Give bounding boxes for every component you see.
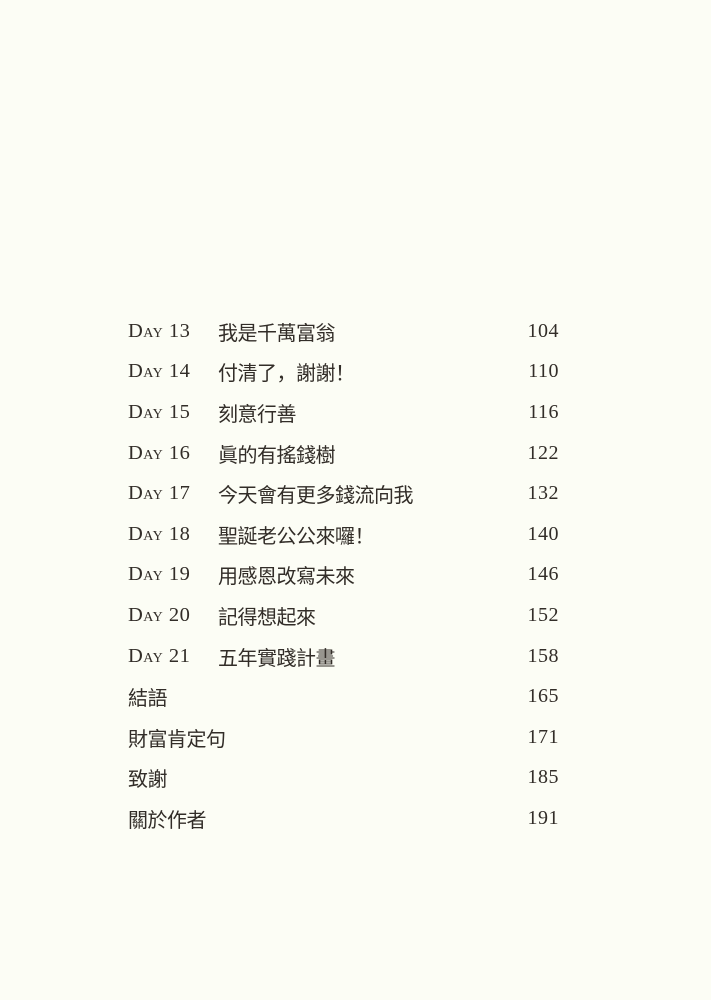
toc-chapter-title: 付清了，謝謝！: [218, 363, 355, 386]
toc-day-label: Day 13: [128, 319, 191, 342]
toc-chapter-title: 五年實踐計畫: [218, 647, 336, 670]
toc-page-number: 185: [527, 766, 559, 789]
toc-backmatter-title: 致謝: [128, 769, 168, 792]
toc-entry: Day 20 記得想起來 152: [128, 595, 559, 636]
toc-entry: 關於作者 191: [128, 798, 559, 839]
toc-chapter-title: 眞的有搖錢樹: [218, 444, 336, 467]
toc-entry: Day 18 聖誕老公公來囉！ 140: [128, 514, 559, 555]
toc-entry: Day 16 眞的有搖錢樹 122: [128, 433, 559, 474]
toc-page-number: 140: [527, 522, 559, 545]
toc-day-label: Day 18: [128, 522, 191, 545]
toc-page-number: 171: [527, 725, 559, 748]
toc-entry: Day 17 今天會有更多錢流向我 132: [128, 473, 559, 514]
toc-page-number: 110: [528, 360, 559, 383]
toc-day-label: Day 17: [128, 482, 191, 505]
toc-chapter-title: 刻意行善: [218, 403, 297, 426]
toc-day-label: Day 20: [128, 603, 191, 626]
toc-backmatter-title: 財富肯定句: [128, 728, 226, 751]
table-of-contents: Day 13 我是千萬富翁 104 Day 14 付清了，謝謝！ 110 Day…: [128, 311, 559, 839]
toc-entry: Day 21 五年實踐計畫 158: [128, 636, 559, 677]
toc-chapter-title: 記得想起來: [218, 606, 316, 629]
toc-chapter-title: 聖誕老公公來囉！: [218, 525, 375, 548]
toc-page-number: 152: [527, 603, 559, 626]
toc-page-number: 146: [527, 563, 559, 586]
toc-day-label: Day 21: [128, 644, 191, 667]
toc-chapter-title: 今天會有更多錢流向我: [218, 485, 414, 508]
toc-day-label: Day 14: [128, 360, 191, 383]
toc-entry: Day 14 付清了，謝謝！ 110: [128, 352, 559, 393]
toc-entry: 結語 165: [128, 676, 559, 717]
toc-entry: Day 19 用感恩改寫未來 146: [128, 555, 559, 596]
toc-day-label: Day 19: [128, 563, 191, 586]
toc-page-number: 158: [527, 644, 559, 667]
toc-entry: Day 13 我是千萬富翁 104: [128, 311, 559, 352]
toc-backmatter-title: 結語: [128, 688, 168, 711]
toc-page-number: 132: [527, 482, 559, 505]
toc-day-label: Day 15: [128, 400, 191, 423]
toc-entry: 致謝 185: [128, 758, 559, 799]
toc-backmatter-title: 關於作者: [128, 809, 207, 832]
toc-day-label: Day 16: [128, 441, 191, 464]
toc-page-number: 116: [528, 400, 559, 423]
toc-page-number: 191: [527, 806, 559, 829]
toc-chapter-title: 用感恩改寫未來: [218, 566, 355, 589]
toc-page-number: 122: [527, 441, 559, 464]
toc-page-number: 165: [527, 685, 559, 708]
toc-entry: Day 15 刻意行善 116: [128, 392, 559, 433]
toc-entry: 財富肯定句 171: [128, 717, 559, 758]
toc-page-number: 104: [527, 319, 559, 342]
toc-chapter-title: 我是千萬富翁: [218, 322, 336, 345]
